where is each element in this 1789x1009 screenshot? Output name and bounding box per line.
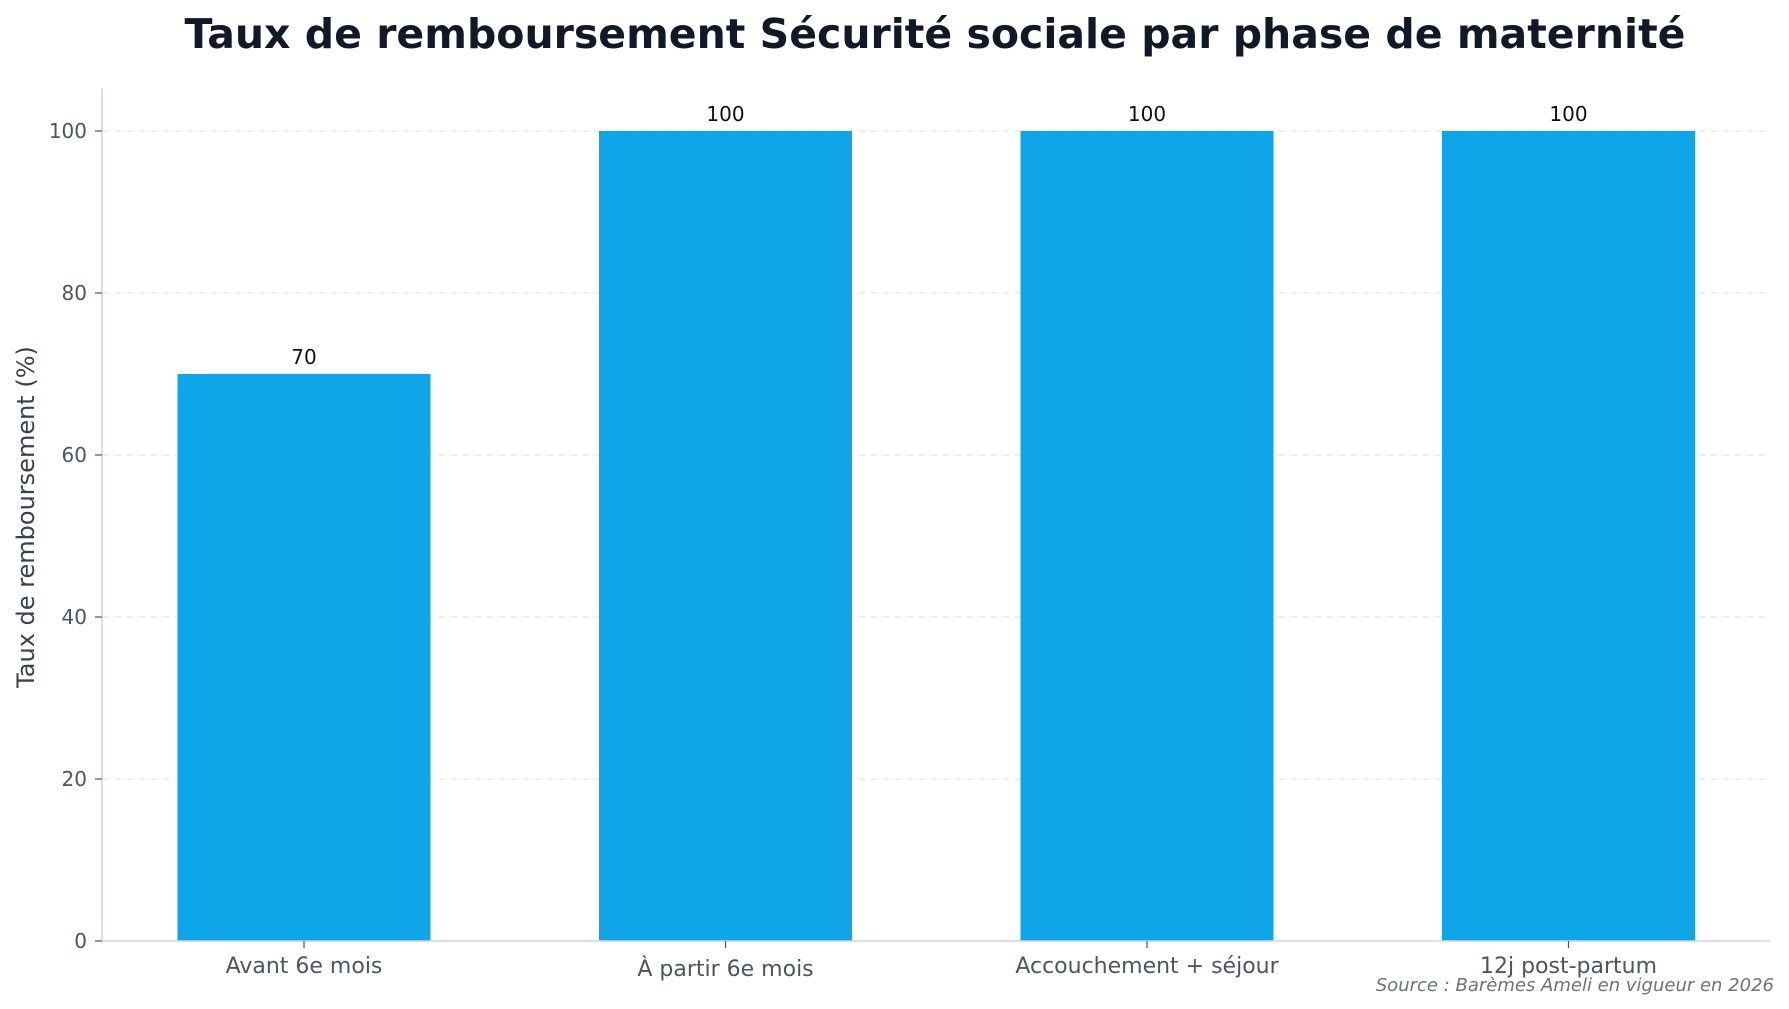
y-ticks: 0 20 40 60 80 100 <box>49 119 102 953</box>
y-axis-label: Taux de remboursement (%) <box>12 346 40 689</box>
x-tick-label: Avant 6e mois <box>226 954 383 979</box>
source-note: Source : Barèmes Ameli en vigueur en 202… <box>1376 975 1774 996</box>
y-tick-label: 60 <box>62 443 87 467</box>
y-tick-label: 40 <box>62 605 87 629</box>
chart-title: Taux de remboursement Sécurité sociale p… <box>185 10 1686 58</box>
y-tick-label: 0 <box>74 929 87 953</box>
y-tick-label: 100 <box>49 119 87 143</box>
x-tick-label: Accouchement + séjour <box>1015 954 1279 979</box>
x-tick-label: À partir 6e mois <box>637 956 813 982</box>
bar <box>599 131 852 941</box>
y-tick-label: 20 <box>62 767 87 791</box>
bar <box>1442 131 1695 941</box>
bars <box>177 131 1695 941</box>
x-ticks: Avant 6e mois À partir 6e mois Accouchemen… <box>226 941 1657 982</box>
axes <box>101 88 1770 942</box>
bar-value-label: 100 <box>1128 102 1166 126</box>
bar-value-label: 70 <box>291 345 316 369</box>
value-labels: 70 100 100 100 <box>291 102 1587 369</box>
bar-value-label: 100 <box>1549 102 1587 126</box>
bar-value-label: 100 <box>706 102 744 126</box>
bar <box>1020 131 1274 941</box>
bar <box>177 374 431 941</box>
x-tick-label: 12j post-partum <box>1480 954 1657 979</box>
y-tick-label: 80 <box>62 281 87 305</box>
